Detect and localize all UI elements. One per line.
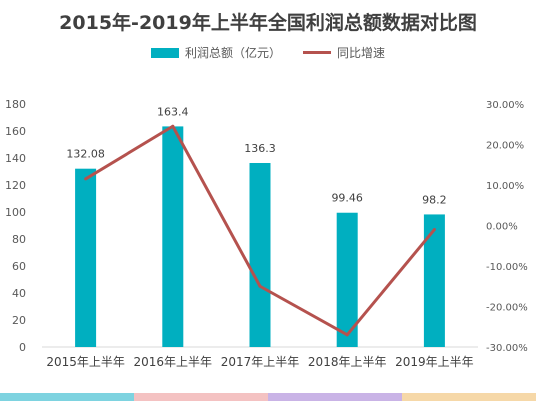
y-right-tick-label: 20.00% xyxy=(486,141,524,152)
y-left-tick-label: 80 xyxy=(12,233,26,246)
growth-rate-point xyxy=(171,124,175,128)
growth-rate-point xyxy=(258,284,262,288)
decorative-stripe xyxy=(0,393,536,401)
bar xyxy=(423,214,445,347)
legend-swatch-bar xyxy=(150,47,179,58)
y-right-tick-label: -10.00% xyxy=(486,262,528,273)
y-left-tick-label: 20 xyxy=(12,314,26,327)
legend-item-bar: 利润总额（亿元） xyxy=(150,44,281,61)
x-tick-label: 2018年上半年 xyxy=(308,355,387,369)
legend-label-line: 同比增速 xyxy=(337,46,386,60)
y-left-tick-label: 180 xyxy=(5,98,26,111)
legend: 利润总额（亿元） 同比增速 xyxy=(0,44,536,61)
x-tick-label: 2015年上半年 xyxy=(46,355,125,369)
stripe-segment-3 xyxy=(268,393,402,401)
bar xyxy=(249,162,271,347)
y-right-tick-label: 10.00% xyxy=(486,181,524,192)
y-right-tick-label: -20.00% xyxy=(486,303,528,314)
stripe-segment-2 xyxy=(134,393,268,401)
stripe-segment-4 xyxy=(402,393,536,401)
bar-value-label: 99.46 xyxy=(331,192,363,205)
legend-swatch-line xyxy=(303,51,331,54)
bar-value-label: 163.4 xyxy=(157,105,189,118)
y-left-tick-label: 0 xyxy=(19,341,26,354)
y-left-tick-label: 160 xyxy=(5,125,26,138)
bar xyxy=(162,126,184,347)
x-tick-label: 2016年上半年 xyxy=(134,355,213,369)
x-tick-label: 2019年上半年 xyxy=(395,355,474,369)
x-tick-label: 2017年上半年 xyxy=(221,355,300,369)
bar xyxy=(336,212,358,347)
growth-rate-point xyxy=(345,333,349,337)
y-right-tick-label: 0.00% xyxy=(486,222,518,233)
chart-title: 2015年-2019年上半年全国利润总额数据对比图 xyxy=(59,12,477,34)
y-left-tick-label: 40 xyxy=(12,287,26,300)
bar xyxy=(75,168,97,347)
stripe-segment-1 xyxy=(0,393,134,401)
y-left-tick-label: 120 xyxy=(5,179,26,192)
y-left-tick-label: 140 xyxy=(5,152,26,165)
y-right-tick-label: -30.00% xyxy=(486,343,528,354)
growth-rate-point xyxy=(84,177,88,181)
y-right-tick-label: 30.00% xyxy=(486,100,524,111)
y-left-tick-label: 100 xyxy=(5,206,26,219)
y-left-tick-label: 60 xyxy=(12,260,26,273)
legend-label-bar: 利润总额（亿元） xyxy=(184,46,281,60)
bar-value-label: 132.08 xyxy=(66,148,105,161)
bar-value-label: 136.3 xyxy=(244,142,276,155)
legend-item-line: 同比增速 xyxy=(303,44,385,61)
bar-value-label: 98.2 xyxy=(422,193,447,206)
growth-rate-point xyxy=(432,228,436,232)
